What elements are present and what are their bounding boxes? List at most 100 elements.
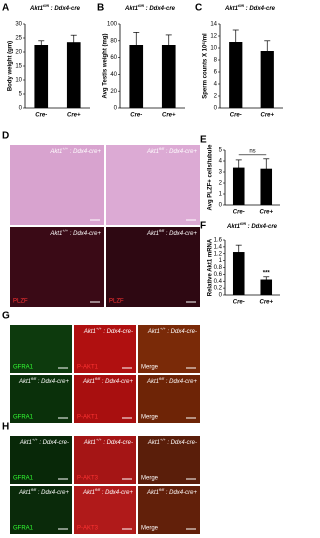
genotype-label: Akt1fl/fl : Ddx4-cre [226,221,278,230]
genotype-label: Akt1fl/fl : Ddx4-cre [124,3,176,12]
x-tick-label: Cre+ [259,300,273,306]
title-part: : Ddx4-cre- [102,329,133,335]
channel-label: Merge [141,526,159,532]
micrograph [10,325,72,373]
y-axis-label: Avg Testis weight (mg) [103,33,109,98]
channel-label: Merge [141,415,159,421]
superscript: +/+ [62,228,68,233]
micrograph [138,486,200,534]
panel-letter: D [2,131,9,142]
y-tick-label: 80 [110,38,117,44]
superscript: fl/fl [238,3,245,8]
y-tick-label: 14 [210,22,217,28]
title-part: : Ddx4-cre+ [100,490,133,496]
micrograph [138,375,200,423]
genotype-label: Akt1+/+ : Ddx4-cre+ [49,146,101,155]
title-part: : Ddx4-cre+ [164,379,197,385]
title-part: Akt1 [18,379,31,385]
superscript: fl/fl [159,228,164,233]
y-tick-label: 100 [107,22,118,28]
y-axis-label: Body weight (gm) [8,41,14,91]
title-part: Akt1 [146,490,159,496]
y-tick-label: 40 [110,72,117,78]
y-tick-label: 0 [219,293,223,299]
title-part: : Ddx4-cre [49,6,81,12]
y-tick-label: 20 [110,89,117,95]
superscript: fl/fl [159,487,164,492]
y-tick-label: 15 [15,64,22,70]
micrograph [10,145,104,225]
superscript: fl/fl [95,376,100,381]
title-part: : Ddx4-cre+ [164,231,197,237]
genotype-label: Akt1fl/fl : Ddx4-cre+ [18,376,69,385]
micrograph [74,375,136,423]
y-tick-label: 60 [110,55,117,61]
title-part: Akt1 [83,329,96,335]
superscript: +/+ [96,437,102,442]
y-tick-label: 1.6 [214,238,223,244]
title-part: : Ddx4-cre+ [36,379,69,385]
error-bar [232,29,239,54]
micrograph [74,325,136,373]
y-tick-label: 20 [15,50,22,56]
title-part: : Ddx4-cre+ [68,231,101,237]
micrograph [10,227,104,307]
y-tick-label: 3 [219,170,223,176]
channel-label: PLZF [109,299,124,305]
bar [129,45,144,108]
y-tick-label: 2 [214,94,218,100]
error-bar [165,34,172,56]
title-part: Akt1 [18,490,31,496]
x-tick-label: Cre- [233,300,245,306]
channel-label: GFRA1 [13,476,34,482]
bar [229,42,243,108]
bar [66,42,81,109]
genotype-label: Akt1+/+ : Ddx4-cre- [147,326,197,335]
x-tick-label: Cre+ [67,113,81,119]
title-part: : Ddx4-cre+ [164,149,197,155]
y-axis-label: Sperm counts X 10⁶/ml [203,33,209,99]
genotype-label: Akt1+/+ : Ddx4-cre- [19,437,69,446]
genotype-label: Akt1fl/fl : Ddx4-cre [224,3,276,12]
micrograph [10,436,72,484]
error-bar [133,32,140,58]
y-tick-label: 1.4 [214,244,223,250]
panel-letter: F [200,221,206,232]
title-part: Akt1 [82,379,95,385]
y-tick-label: 0 [19,106,23,112]
panel-letter: B [97,3,104,14]
micrograph [74,486,136,534]
title-part: : Ddx4-cre- [166,329,197,335]
channel-label: GFRA1 [13,526,34,532]
x-tick-label: Cre- [35,113,47,119]
x-tick-label: Cre+ [259,210,273,216]
channel-label: P-AKT3 [77,526,99,532]
y-tick-label: 1 [219,192,223,198]
title-part: Akt1 [147,329,160,335]
title-part: : Ddx4-cre [144,6,176,12]
title-part: Akt1 [49,231,62,237]
y-axis-label: Avg PLZF+ cells/tubule [208,144,214,211]
title-part: : Ddx4-cre- [166,440,197,446]
title-part: Akt1 [49,149,62,155]
bar [260,51,274,108]
micrograph [74,436,136,484]
bar [232,252,245,295]
y-tick-label: 30 [15,22,22,28]
y-tick-label: 10 [15,78,22,84]
bar [34,45,49,108]
title-part: Akt1 [83,440,96,446]
annotation: ns [249,148,255,154]
title-part: : Ddx4-cre+ [100,379,133,385]
channel-label: Merge [141,365,159,371]
title-part: Akt1 [226,224,241,230]
superscript: fl/fl [31,376,36,381]
superscript: fl/fl [240,221,247,226]
channel-label: P-AKT1 [77,415,99,421]
genotype-label: Akt1fl/fl : Ddx4-cre+ [146,487,197,496]
y-tick-label: 6 [214,70,218,76]
x-tick-label: Cre- [233,210,245,216]
superscript: fl/fl [43,3,50,8]
title-part: Akt1 [146,231,159,237]
superscript: fl/fl [159,146,164,151]
